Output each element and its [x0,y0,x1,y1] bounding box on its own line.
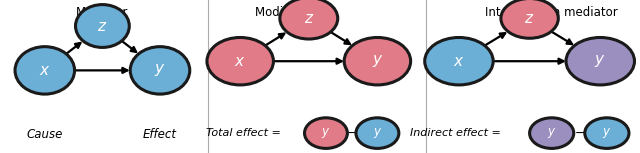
Circle shape [356,118,399,148]
Text: $\mathbf{\mathit{y}}$: $\mathbf{\mathit{y}}$ [372,126,382,140]
Text: $\mathbf{\mathit{y}}$: $\mathbf{\mathit{y}}$ [321,126,331,140]
Text: Intervene on mediator: Intervene on mediator [485,6,618,19]
Circle shape [425,37,493,85]
Text: $\mathbf{\mathit{x}}$: $\mathbf{\mathit{x}}$ [234,54,246,69]
Text: $\mathbf{\mathit{z}}$: $\mathbf{\mathit{z}}$ [524,11,535,26]
Text: Mediator: Mediator [76,6,129,19]
Circle shape [566,37,634,85]
Text: Total effect =: Total effect = [206,128,281,138]
Circle shape [530,118,574,148]
Text: −: − [575,127,586,140]
Circle shape [280,0,338,39]
Circle shape [344,37,411,85]
Circle shape [305,118,348,148]
Text: $\mathbf{\mathit{y}}$: $\mathbf{\mathit{y}}$ [595,53,606,69]
Text: $\mathbf{\mathit{y}}$: $\mathbf{\mathit{y}}$ [602,126,612,140]
Text: Indirect effect =: Indirect effect = [410,128,501,138]
Text: Modify input: Modify input [255,6,328,19]
Text: $\mathbf{\mathit{x}}$: $\mathbf{\mathit{x}}$ [453,54,465,69]
Text: Cause: Cause [27,128,63,141]
Circle shape [15,47,74,94]
Text: $\mathbf{\mathit{y}}$: $\mathbf{\mathit{y}}$ [154,62,166,78]
Circle shape [585,118,629,148]
Circle shape [207,37,273,85]
Circle shape [131,47,190,94]
Circle shape [501,0,558,38]
Circle shape [76,5,129,47]
Text: $\mathbf{\mathit{z}}$: $\mathbf{\mathit{z}}$ [97,19,108,34]
Text: Effect: Effect [143,128,177,141]
Text: $\mathbf{\mathit{x}}$: $\mathbf{\mathit{x}}$ [39,63,51,78]
Text: $\mathbf{\mathit{y}}$: $\mathbf{\mathit{y}}$ [547,126,556,140]
Text: −: − [346,127,357,140]
Text: $\mathbf{\mathit{y}}$: $\mathbf{\mathit{y}}$ [372,53,383,69]
Text: $\mathbf{\mathit{z}}$: $\mathbf{\mathit{z}}$ [303,11,314,26]
